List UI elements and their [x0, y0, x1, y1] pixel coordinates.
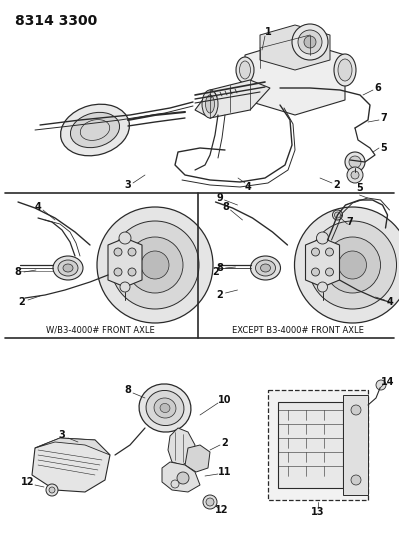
Text: 13: 13 — [311, 507, 325, 517]
Circle shape — [304, 36, 316, 48]
Ellipse shape — [338, 59, 352, 81]
Circle shape — [334, 212, 340, 218]
Text: 2: 2 — [221, 438, 228, 448]
Circle shape — [206, 498, 214, 506]
Text: 2: 2 — [19, 297, 26, 307]
Polygon shape — [185, 445, 210, 472]
Circle shape — [312, 268, 320, 276]
Circle shape — [324, 237, 381, 293]
Circle shape — [326, 268, 334, 276]
Text: 12: 12 — [21, 477, 35, 487]
Text: 10: 10 — [218, 395, 232, 405]
Circle shape — [312, 248, 320, 256]
Polygon shape — [260, 25, 330, 70]
Text: 3: 3 — [59, 430, 65, 440]
Ellipse shape — [205, 95, 215, 113]
Text: 7: 7 — [381, 113, 387, 123]
Circle shape — [203, 495, 217, 509]
Polygon shape — [195, 80, 270, 118]
Polygon shape — [168, 428, 195, 465]
Ellipse shape — [146, 391, 184, 425]
Circle shape — [177, 472, 189, 484]
Polygon shape — [278, 402, 343, 488]
Circle shape — [120, 282, 130, 292]
Circle shape — [294, 207, 399, 323]
Text: 1: 1 — [265, 27, 271, 37]
Circle shape — [119, 232, 131, 244]
Circle shape — [292, 24, 328, 60]
Circle shape — [351, 405, 361, 415]
Text: 12: 12 — [215, 505, 229, 515]
Ellipse shape — [139, 384, 191, 432]
Circle shape — [349, 156, 361, 168]
Ellipse shape — [261, 264, 271, 272]
Polygon shape — [306, 238, 340, 287]
Circle shape — [171, 480, 179, 488]
Text: 4: 4 — [386, 297, 393, 307]
Text: 9: 9 — [216, 193, 223, 203]
Circle shape — [298, 30, 322, 54]
Circle shape — [128, 248, 136, 256]
Circle shape — [351, 171, 359, 179]
Text: 8314 3300: 8314 3300 — [15, 14, 97, 28]
Ellipse shape — [61, 104, 129, 156]
Ellipse shape — [58, 260, 78, 276]
Text: 5: 5 — [356, 183, 363, 193]
Text: 11: 11 — [218, 467, 232, 477]
Circle shape — [351, 475, 361, 485]
Circle shape — [111, 221, 199, 309]
Circle shape — [49, 487, 55, 493]
Text: 4: 4 — [35, 202, 41, 212]
FancyBboxPatch shape — [268, 390, 368, 500]
Circle shape — [376, 380, 386, 390]
Text: 2: 2 — [212, 267, 219, 277]
Text: 6: 6 — [375, 83, 381, 93]
Text: 2: 2 — [334, 180, 340, 190]
Text: 7: 7 — [346, 217, 353, 227]
Circle shape — [114, 248, 122, 256]
Text: 8: 8 — [222, 202, 229, 212]
Circle shape — [318, 282, 328, 292]
Circle shape — [128, 268, 136, 276]
Text: 3: 3 — [124, 180, 131, 190]
Text: W/B3-4000# FRONT AXLE: W/B3-4000# FRONT AXLE — [45, 326, 154, 335]
Polygon shape — [245, 40, 345, 115]
Circle shape — [308, 221, 397, 309]
Circle shape — [332, 210, 342, 220]
Ellipse shape — [71, 112, 120, 148]
Ellipse shape — [63, 264, 73, 272]
Circle shape — [141, 251, 169, 279]
Text: 2: 2 — [216, 290, 223, 300]
Circle shape — [326, 248, 334, 256]
Polygon shape — [32, 438, 110, 492]
Ellipse shape — [202, 90, 218, 118]
Circle shape — [114, 268, 122, 276]
Ellipse shape — [160, 403, 170, 413]
Text: 14: 14 — [381, 377, 395, 387]
Polygon shape — [162, 462, 200, 492]
Text: 8: 8 — [124, 385, 131, 395]
Circle shape — [347, 167, 363, 183]
Circle shape — [338, 251, 367, 279]
Polygon shape — [108, 238, 142, 287]
Text: 4: 4 — [245, 182, 251, 192]
Ellipse shape — [236, 57, 254, 83]
Circle shape — [127, 237, 183, 293]
Circle shape — [46, 484, 58, 496]
Ellipse shape — [154, 398, 176, 418]
Text: 8: 8 — [216, 263, 223, 273]
Ellipse shape — [53, 256, 83, 280]
Circle shape — [345, 152, 365, 172]
Ellipse shape — [251, 256, 280, 280]
Circle shape — [316, 232, 328, 244]
Circle shape — [97, 207, 213, 323]
Text: 5: 5 — [381, 143, 387, 153]
Ellipse shape — [255, 260, 275, 276]
Ellipse shape — [334, 54, 356, 86]
Polygon shape — [35, 438, 110, 455]
Ellipse shape — [239, 61, 251, 79]
Text: 8: 8 — [14, 267, 22, 277]
Text: EXCEPT B3-4000# FRONT AXLE: EXCEPT B3-4000# FRONT AXLE — [231, 326, 363, 335]
Polygon shape — [343, 395, 368, 495]
